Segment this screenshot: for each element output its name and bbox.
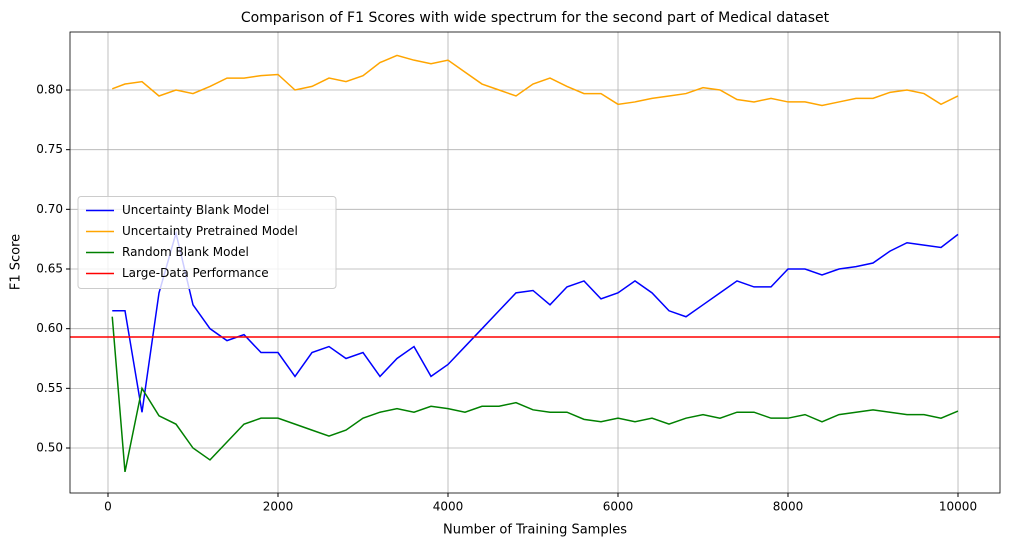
y-axis-label: F1 Score: [9, 234, 24, 290]
series-line: [111, 54, 959, 107]
legend-label: Large-Data Performance: [122, 266, 269, 280]
y-tick-label: 0.55: [36, 381, 63, 395]
series-line: [111, 316, 959, 473]
legend-box: [77, 196, 337, 289]
x-tick-label: 0: [104, 500, 112, 514]
series-line: [112, 230, 959, 413]
legend: Uncertainty Blank Model Uncertainty Pretr…: [77, 196, 337, 289]
x-tick-label: 2000: [263, 500, 294, 514]
plot-frame: [69, 31, 1001, 494]
y-tick-label: 0.65: [36, 262, 63, 276]
legend-label: Uncertainty Blank Model: [122, 203, 269, 217]
x-tick-label: 10000: [939, 500, 977, 514]
y-tick-label: 0.80: [36, 82, 63, 96]
y-tick-label: 0.70: [36, 202, 63, 216]
legend-label: Random Blank Model: [122, 245, 249, 259]
x-tick-label: 8000: [773, 500, 804, 514]
x-tick-label: 4000: [433, 500, 464, 514]
y-tick-label: 0.50: [36, 441, 63, 455]
x-axis-label: Number of Training Samples: [443, 523, 627, 538]
chart-title: Comparison of F1 Scores with wide spectr…: [241, 10, 830, 26]
x-tick-label: 6000: [603, 500, 634, 514]
legend-label: Uncertainty Pretrained Model: [122, 224, 298, 238]
y-tick-label: 0.75: [36, 142, 63, 156]
y-tick-label: 0.60: [36, 321, 63, 335]
